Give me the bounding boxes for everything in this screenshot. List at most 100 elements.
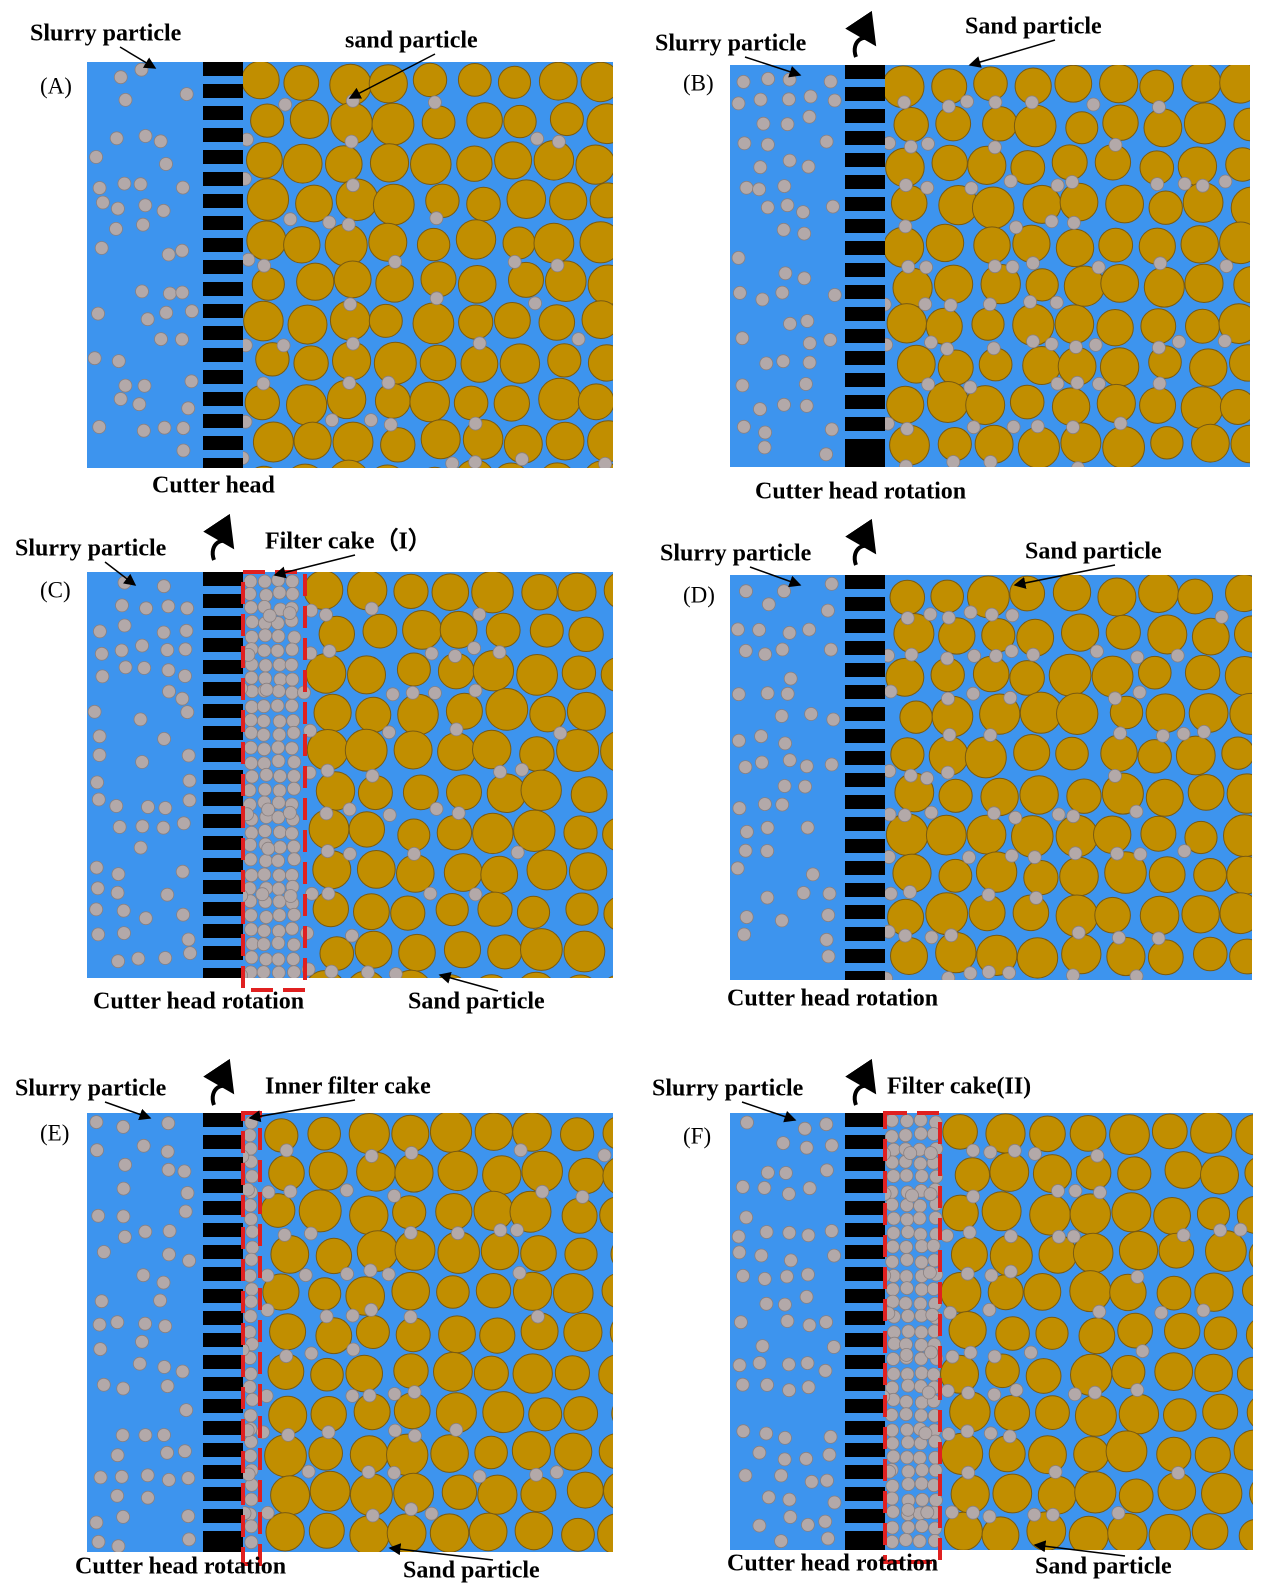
sand-particle [1117, 1156, 1152, 1191]
sand-particle [466, 102, 503, 139]
slurry-particle [244, 700, 259, 714]
slurry-particle [245, 1392, 260, 1407]
slurry-particle [1049, 295, 1064, 310]
slurry-particle [775, 913, 789, 928]
slurry-particle [138, 1224, 153, 1239]
slurry-particle [986, 341, 1001, 356]
sand-particle [570, 776, 608, 813]
slurry-particle [178, 642, 193, 657]
sand-particle [1143, 266, 1185, 308]
sand-particle [1175, 735, 1216, 776]
sand-particle [456, 145, 493, 182]
sand-particle [1139, 386, 1177, 424]
slurry-particle [774, 709, 789, 723]
sand-particle [1164, 1312, 1201, 1350]
sand-particle [438, 1315, 476, 1354]
sand-particle [435, 1193, 473, 1231]
slurry-particle [162, 286, 177, 301]
sand-particle [445, 692, 483, 730]
slurry-particle [259, 682, 274, 697]
slurry-particle [157, 420, 172, 435]
slurry-particle [802, 336, 817, 351]
slurry-particle [89, 902, 104, 917]
annotation: Slurry particle [652, 1076, 804, 1102]
slurry-particle [914, 1351, 928, 1366]
slurry-particle [824, 1138, 839, 1153]
annotation-arrow [1013, 564, 1116, 589]
slurry-particle [800, 1356, 815, 1370]
slurry-particle [1029, 891, 1043, 905]
slurry-particle [244, 725, 259, 740]
slurry-particle [135, 284, 149, 299]
sand-particle [942, 1114, 978, 1150]
sand-particle [307, 1116, 342, 1151]
slurry-particle [286, 952, 301, 966]
slurry-particle [919, 260, 933, 275]
slurry-particle [597, 1148, 612, 1163]
slurry-particle [903, 885, 917, 899]
slurry-particle [287, 852, 302, 867]
slurry-particle [886, 1449, 901, 1464]
slurry-particle [799, 398, 814, 413]
sand-particle [1193, 858, 1227, 892]
slurry-particle [286, 937, 301, 952]
slurry-particle [304, 1346, 319, 1361]
slurry-particle [798, 779, 812, 794]
cutter-head-slot [203, 1171, 243, 1179]
slurry-particle [885, 1535, 899, 1549]
cutter-head-slot [203, 450, 243, 458]
sand-particle [512, 1113, 552, 1152]
slurry-particle [1005, 608, 1020, 623]
sand-particle [1118, 1393, 1160, 1435]
slurry-particle [177, 1444, 192, 1459]
sand-particle [516, 654, 558, 696]
slurry-particle [899, 1348, 914, 1362]
sand-particle [1054, 65, 1093, 103]
sand-particle [1219, 892, 1252, 935]
slurry-particle [1051, 1184, 1065, 1198]
sand-particle [1109, 1114, 1150, 1155]
sand-particle [487, 934, 523, 970]
cutter-head-slot [845, 1501, 885, 1509]
slurry-particle [783, 1510, 798, 1524]
slurry-particle [737, 927, 751, 942]
sand-particle [1073, 1436, 1110, 1473]
sand-particle [298, 1189, 342, 1233]
slurry-particle [445, 456, 460, 468]
slurry-particle [946, 455, 961, 467]
sand-particle [981, 1516, 1020, 1550]
slurry-particle [345, 1389, 360, 1403]
slurry-particle [159, 305, 174, 320]
slurry-particle [301, 1464, 316, 1479]
slurry-particle [156, 1275, 171, 1290]
sand-particle [533, 222, 575, 264]
cutter-head-slot [845, 145, 885, 153]
sand-particle [938, 858, 973, 893]
sand-particle [587, 420, 613, 463]
sand-particle [975, 851, 1018, 893]
slurry-particle [1214, 610, 1229, 624]
slurry-particle [184, 374, 199, 389]
slurry-particle [175, 285, 190, 300]
slurry-particle [1069, 340, 1083, 354]
sand-particle [497, 65, 532, 99]
slurry-particle [387, 1387, 402, 1401]
slurry-particle [885, 1254, 900, 1269]
sand-particle [1236, 1356, 1253, 1391]
sand-particle [995, 1316, 1030, 1351]
annotation-arrow [104, 561, 137, 586]
sand-particle [493, 385, 530, 422]
cutter-head-slot [203, 296, 243, 304]
annotation-arrow [1033, 1540, 1126, 1557]
cutter-head-slot [845, 277, 885, 285]
slurry-particle [901, 1309, 915, 1323]
slurry-particle [967, 649, 982, 663]
sand-particle [600, 731, 613, 771]
slurry-particle [984, 607, 999, 622]
slurry-particle [885, 1294, 900, 1309]
slurry-particle [760, 200, 775, 215]
slurry-particle [92, 1317, 107, 1332]
sand-particle [1249, 1481, 1253, 1505]
slurry-particle [156, 579, 171, 594]
sand-particle [598, 1433, 613, 1469]
